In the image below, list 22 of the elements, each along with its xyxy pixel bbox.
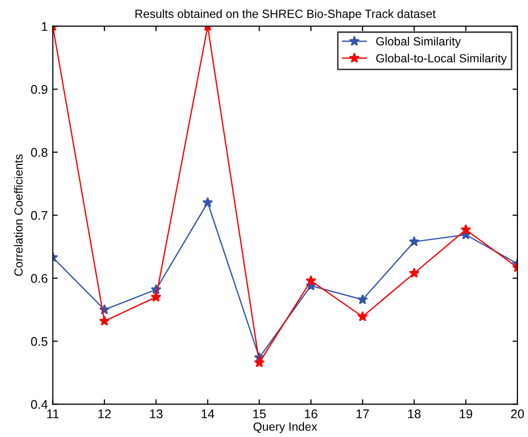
x-tick-label: 20 (511, 409, 524, 418)
x-tick-label: 16 (304, 409, 318, 418)
y-tick-label: 0.9 (31, 85, 48, 94)
y-tick-label: 1 (42, 22, 48, 31)
y-tick-label: 0.6 (31, 274, 48, 283)
x-tick-label: 14 (202, 410, 214, 418)
x-tick-label: 13 (150, 409, 162, 418)
legend-label: Global-to-Local Similarity (376, 54, 507, 65)
x-axis-title: Query Index (254, 422, 318, 434)
y-axis-title: Correlation Coefficients (14, 154, 23, 276)
x-tick-label: 12 (98, 409, 111, 418)
x-tick-label: 18 (408, 409, 421, 418)
x-tick-label: 17 (356, 410, 369, 418)
y-tick-label: 0.8 (31, 148, 48, 157)
legend-label: Global Similarity (376, 36, 461, 48)
y-tick-label: 0.4 (31, 400, 48, 409)
x-tick-label: 11 (47, 410, 59, 418)
y-tick-label: 0.5 (31, 337, 48, 346)
y-tick-label: 0.7 (31, 211, 48, 220)
chart-title: Results obtained on the SHREC Bio-Shape Track dataset (135, 9, 436, 20)
x-tick-label: 15 (253, 410, 266, 418)
x-tick-label: 19 (460, 409, 472, 418)
